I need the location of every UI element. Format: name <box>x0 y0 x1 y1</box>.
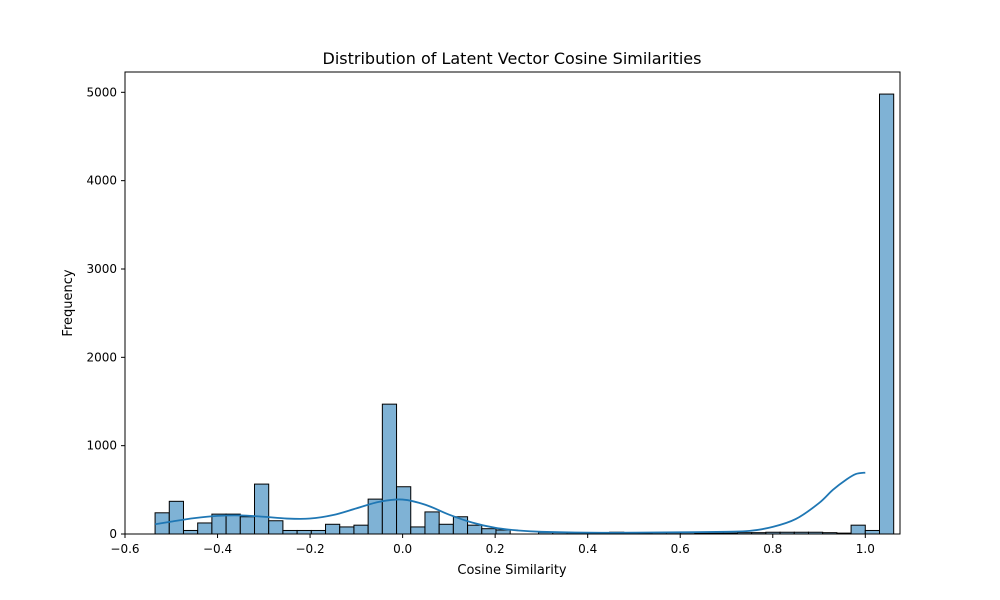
histogram-bar <box>467 524 483 535</box>
histogram-bar <box>864 529 880 535</box>
x-tick-label: 0.2 <box>486 542 505 556</box>
x-tick-label: 0.6 <box>671 542 690 556</box>
histogram-bar <box>310 529 327 535</box>
y-tick-label: 1000 <box>86 439 117 453</box>
histogram-bar <box>254 483 270 535</box>
x-tick-label: 0.0 <box>393 542 412 556</box>
histogram-bar <box>850 524 866 535</box>
x-tick-label: 1.0 <box>856 542 875 556</box>
histogram-bar <box>396 486 412 535</box>
histogram-bar <box>197 522 213 535</box>
histogram-bar <box>182 529 199 535</box>
y-tick-label: 0 <box>109 527 117 541</box>
y-axis-label: Frequency <box>61 269 76 336</box>
y-tick-label: 2000 <box>86 350 117 364</box>
y-tick-label: 4000 <box>86 174 117 188</box>
histogram-bar <box>225 513 241 535</box>
histogram-bar <box>879 93 895 535</box>
histogram-bar <box>239 516 256 535</box>
x-tick-label: 0.4 <box>578 542 597 556</box>
histogram-bar <box>168 500 184 535</box>
y-tick-label: 5000 <box>86 85 117 99</box>
plot-frame <box>124 71 901 535</box>
histogram-bar <box>296 529 312 535</box>
histogram-bar <box>381 403 398 535</box>
histogram-bars <box>154 93 895 535</box>
histogram-bar <box>353 524 369 535</box>
x-tick-label: 0.8 <box>763 542 782 556</box>
histogram-bar <box>424 511 440 535</box>
x-axis-label: Cosine Similarity <box>457 563 567 578</box>
histogram-bar <box>481 528 497 535</box>
histogram-bar <box>339 526 355 535</box>
x-tick-label: −0.6 <box>110 542 139 556</box>
chart-title: Distribution of Latent Vector Cosine Sim… <box>323 49 702 68</box>
histogram-bar <box>410 526 426 535</box>
histogram-bar <box>438 523 454 535</box>
x-tick-label: −0.4 <box>203 542 232 556</box>
y-axis-ticks: 0 1000 2000 3000 4000 5000 <box>86 85 125 541</box>
x-tick-label: −0.2 <box>296 542 325 556</box>
y-tick-label: 3000 <box>86 262 117 276</box>
histogram-bar <box>211 513 227 535</box>
histogram-bar <box>268 520 284 535</box>
kde-curve <box>154 471 866 534</box>
histogram-bar <box>495 529 511 535</box>
histogram-bar <box>282 529 298 535</box>
histogram-bar <box>325 523 341 535</box>
x-axis-ticks: −0.6 −0.4 −0.2 0.0 0.2 0.4 0.6 0.8 1.0 <box>110 534 875 556</box>
